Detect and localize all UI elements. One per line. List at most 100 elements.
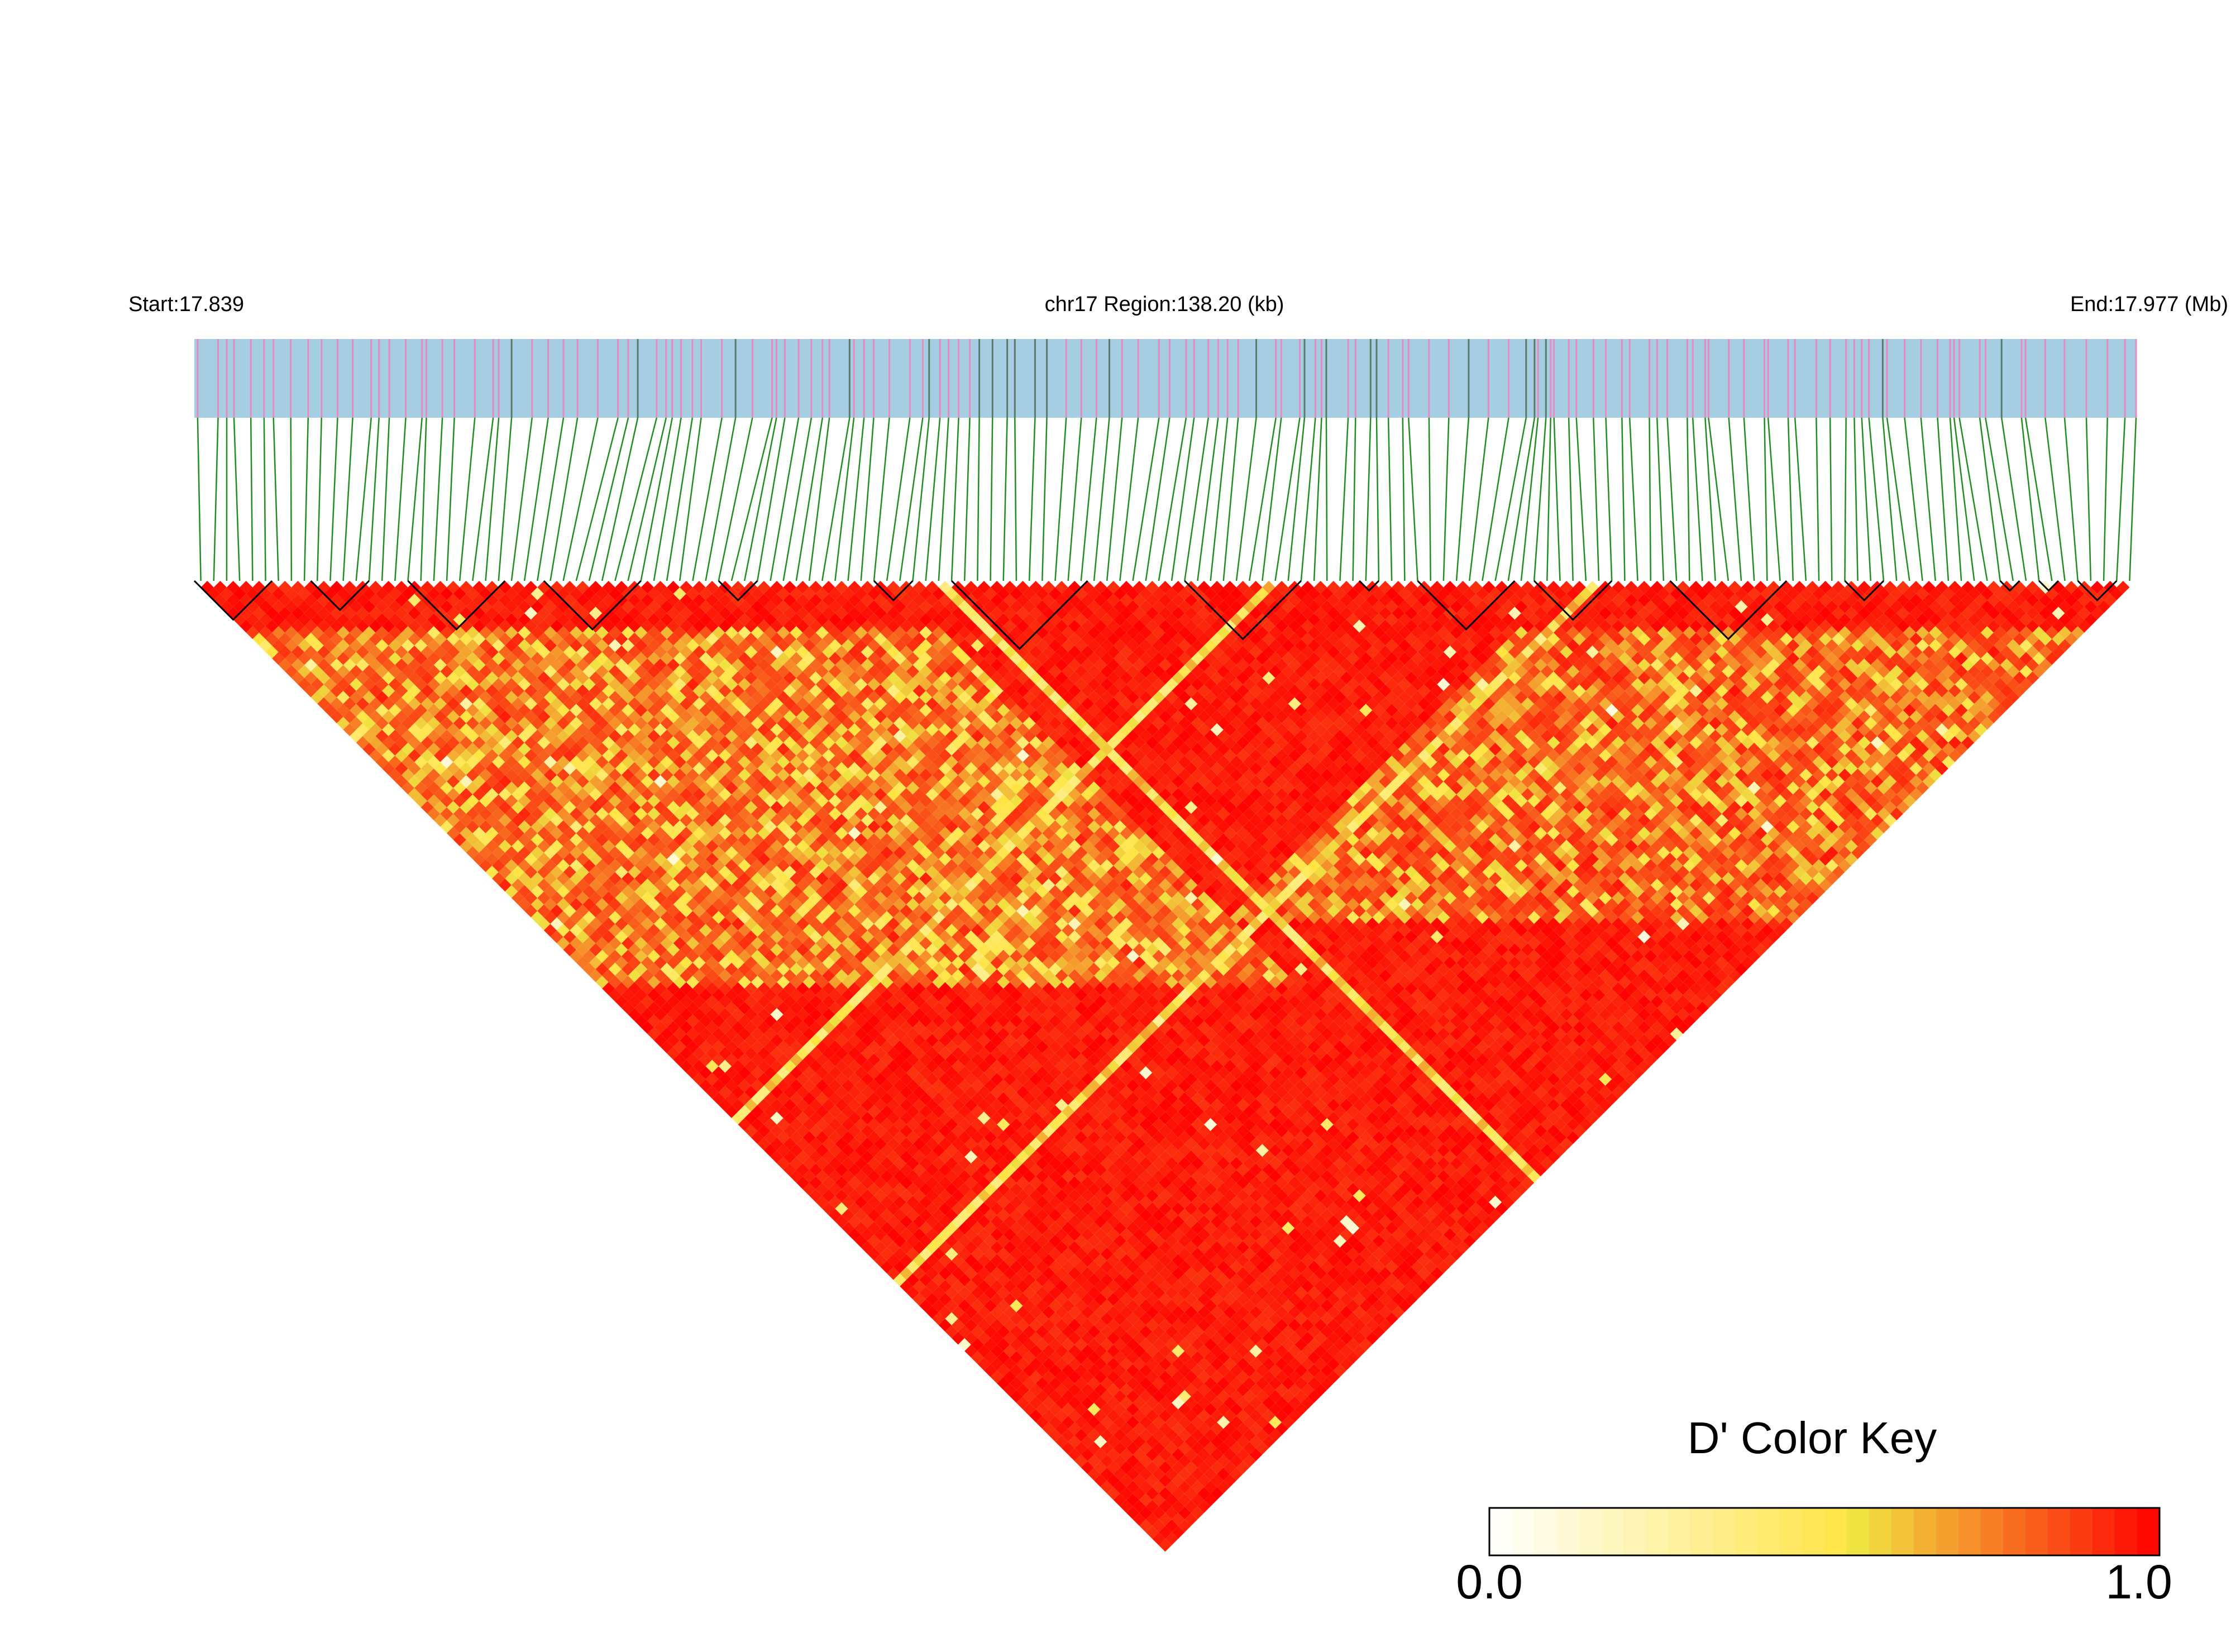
snp-connector — [991, 418, 993, 581]
snp-connector — [1081, 418, 1097, 581]
snp-connector — [900, 418, 923, 581]
snp-connector — [1729, 418, 1741, 581]
snp-connector — [317, 418, 322, 581]
snp-connector — [343, 418, 353, 581]
snp-connector — [874, 418, 890, 581]
snp-connector — [1708, 418, 1728, 581]
snp-connector — [1377, 418, 1379, 581]
snp-connector — [563, 418, 598, 581]
snp-connector — [589, 418, 628, 581]
snp-connector — [1055, 418, 1066, 581]
snp-connector — [1593, 418, 1599, 581]
snp-connector — [939, 418, 949, 581]
snp-connector — [719, 418, 753, 581]
snp-connector — [1184, 418, 1208, 581]
snp-connector — [499, 418, 512, 581]
snp-connector — [1340, 418, 1348, 581]
snp-connector — [447, 418, 455, 581]
snp-connector — [964, 418, 969, 581]
snp-connector — [2104, 418, 2108, 581]
snp-connector — [198, 418, 201, 581]
snp-connector — [550, 418, 577, 581]
snp-connector — [1429, 418, 1431, 581]
snp-connector — [1366, 418, 1371, 581]
snp-connector — [1687, 418, 1689, 581]
snp-connector — [1576, 418, 1586, 581]
snp-connector — [926, 418, 940, 581]
snp-connector — [2117, 418, 2125, 581]
snp-connector — [2086, 418, 2091, 581]
snp-connector — [1606, 418, 1612, 581]
snp-connector — [1314, 418, 1321, 581]
snp-connector — [977, 418, 979, 581]
snp-connector — [1938, 418, 1948, 581]
snp-connector — [692, 418, 722, 581]
snp-connector — [395, 418, 405, 581]
snp-connector — [434, 418, 442, 581]
snp-connector — [706, 418, 736, 581]
snp-connector — [1133, 418, 1159, 581]
snp-connector — [1159, 418, 1186, 581]
snp-connector — [1744, 418, 1754, 581]
snp-connector — [2065, 418, 2078, 581]
snp-connector — [1883, 418, 1896, 581]
snp-connector — [1650, 418, 1651, 581]
snp-connector — [356, 418, 371, 581]
snp-connector — [1862, 418, 1871, 581]
snp-connector — [1388, 418, 1392, 581]
snp-connector — [2022, 418, 2039, 581]
snp-connector — [2129, 418, 2136, 581]
snp-connector — [1408, 418, 1417, 581]
snp-connector — [1547, 418, 1550, 581]
snp-connector — [952, 418, 959, 581]
snp-connector — [1146, 418, 1170, 581]
snp-connector — [2001, 418, 2026, 581]
snp-connector — [1029, 418, 1035, 581]
snp-connector — [784, 418, 811, 581]
snp-connector — [1326, 418, 1327, 581]
snp-connector — [1197, 418, 1218, 581]
snp-connector — [1622, 418, 1625, 581]
ld-cells — [201, 581, 2130, 1552]
snp-connector — [382, 418, 389, 581]
snp-connector — [264, 418, 266, 581]
snp-connector — [1004, 418, 1007, 581]
snp-connector — [1765, 418, 1767, 581]
snp-connector — [1353, 418, 1356, 581]
snp-connector — [615, 418, 657, 581]
snp-connector — [1830, 418, 1832, 581]
snp-connector — [1705, 418, 1715, 581]
snp-connector — [486, 418, 499, 581]
snp-connector — [524, 418, 548, 581]
snp-connector — [1107, 418, 1122, 581]
snp-connector — [1554, 418, 1560, 581]
snp-connector — [251, 418, 252, 581]
snp-connector — [628, 418, 666, 581]
snp-connector — [408, 418, 422, 581]
snp-connector — [1094, 418, 1109, 581]
snp-connector — [1668, 418, 1676, 581]
snp-connector — [512, 418, 532, 581]
snp-connector — [330, 418, 337, 581]
snp-connector — [1788, 418, 1793, 581]
snp-connector — [913, 418, 929, 581]
snp-connector — [369, 418, 379, 581]
snp-connector — [1301, 418, 1316, 581]
snp-connector — [771, 418, 799, 581]
snp-connector — [1845, 418, 1846, 581]
snp-connector — [1816, 418, 1819, 581]
snp-connector — [1172, 418, 1194, 581]
snp-connector — [1120, 418, 1138, 581]
snp-connector — [274, 418, 279, 581]
snp-connector — [537, 418, 563, 581]
snp-connector — [1921, 418, 1936, 581]
snp-connector-lines — [198, 418, 2136, 581]
snp-connector — [304, 418, 308, 581]
snp-connector — [861, 418, 874, 581]
snp-connector — [291, 418, 292, 581]
snp-connector — [1068, 418, 1082, 581]
snp-connector — [680, 418, 701, 581]
snp-connector — [460, 418, 475, 581]
snp-connector — [887, 418, 910, 581]
